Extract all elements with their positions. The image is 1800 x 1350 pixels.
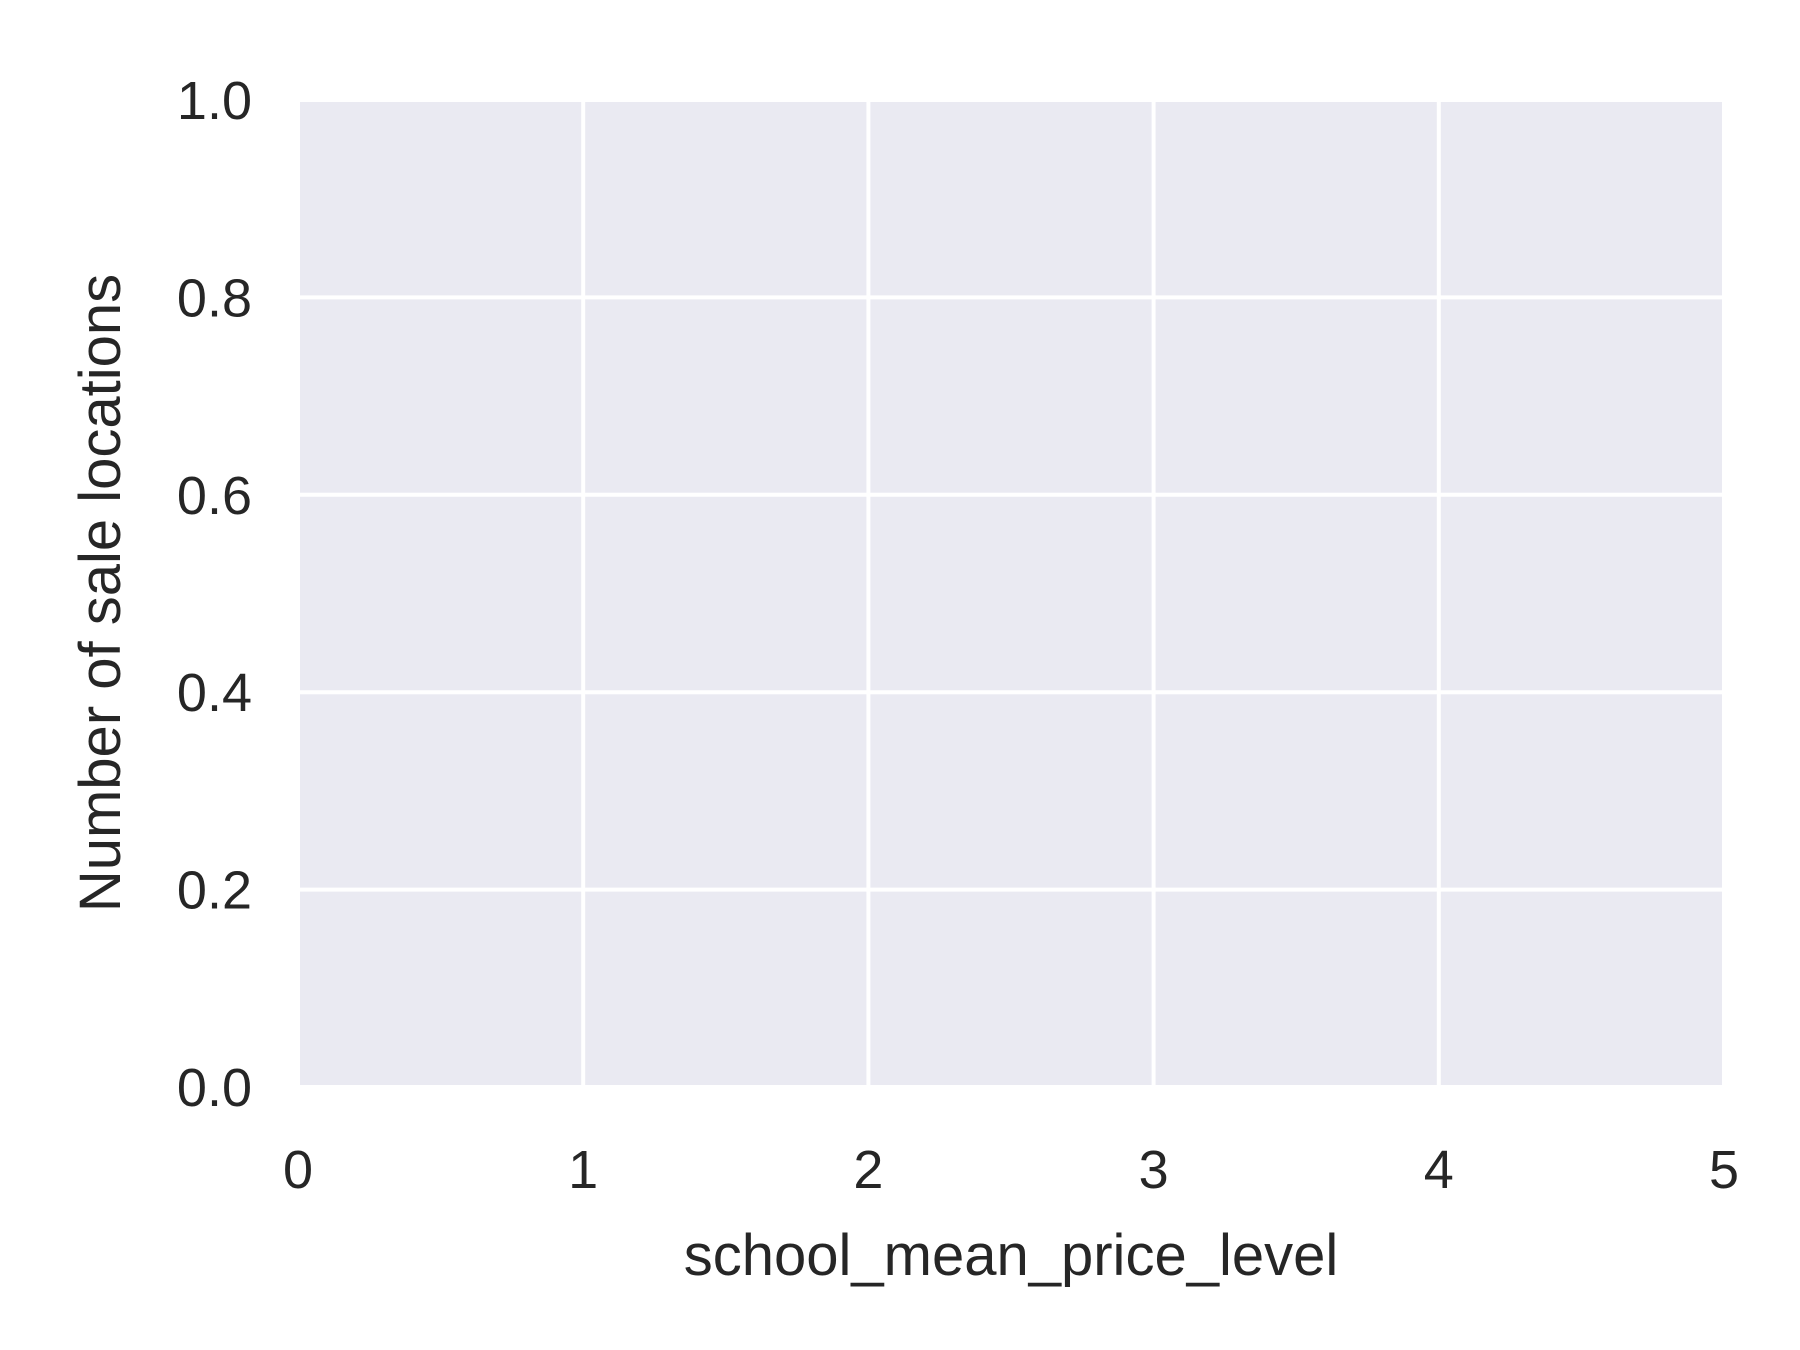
y-axis-label: Number of sale locations — [68, 274, 133, 912]
x-tick-label: 1 — [568, 1140, 598, 1200]
x-tick-label: 3 — [1139, 1140, 1169, 1200]
y-tick-label: 0.0 — [177, 1058, 252, 1118]
y-tick-label: 0.2 — [177, 861, 252, 921]
y-tick-label: 0.4 — [177, 663, 252, 723]
x-tick-label: 2 — [853, 1140, 883, 1200]
y-tick-label: 1.0 — [177, 71, 252, 131]
x-axis-label: school_mean_price_level — [684, 1223, 1339, 1288]
y-tick-label: 0.6 — [177, 466, 252, 526]
y-gridlines — [298, 98, 1724, 1089]
x-tick-label: 4 — [1424, 1140, 1454, 1200]
x-tick-label: 0 — [283, 1140, 313, 1200]
x-gridlines — [296, 100, 1726, 1087]
y-tick-label: 0.8 — [177, 268, 252, 328]
plot-area — [298, 100, 1724, 1087]
x-tick-labels: 0 1 2 3 4 5 — [283, 1140, 1739, 1200]
x-tick-label: 5 — [1709, 1140, 1739, 1200]
y-tick-labels: 0.0 0.2 0.4 0.6 0.8 1.0 — [177, 71, 252, 1118]
